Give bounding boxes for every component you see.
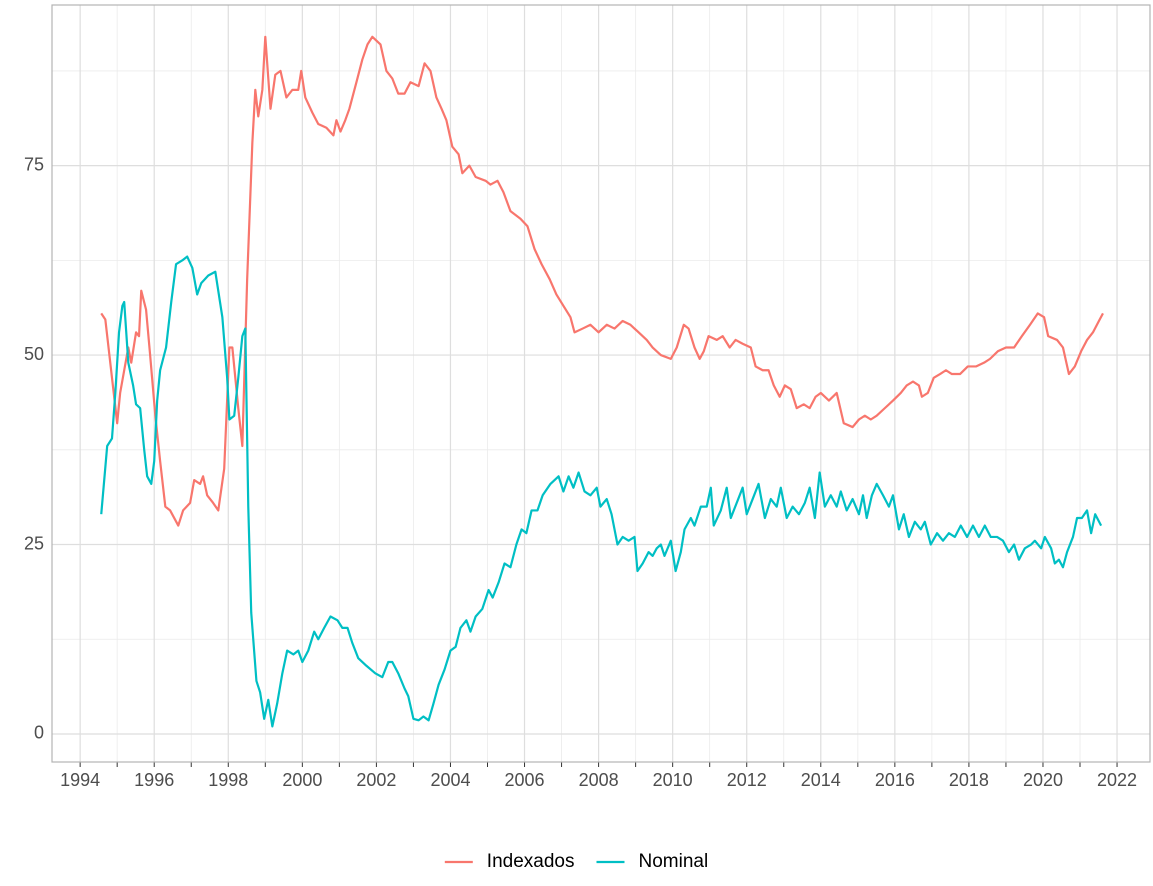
x-tick-label: 2002 [356, 770, 396, 790]
x-tick-label: 2004 [430, 770, 470, 790]
legend-label: Nominal [638, 851, 708, 872]
series-line [100, 255, 1103, 728]
y-tick-label: 50 [24, 344, 44, 364]
x-tick-label: 2022 [1097, 770, 1137, 790]
y-tick-label: 0 [34, 723, 44, 743]
x-tick-label: 2010 [653, 770, 693, 790]
series-line [100, 35, 1104, 527]
x-tick-label: 2014 [801, 770, 841, 790]
x-tick-label: 2016 [875, 770, 915, 790]
legend: Indexados Nominal [444, 851, 708, 872]
x-tick-label: 2008 [579, 770, 619, 790]
x-tick-label: 2006 [505, 770, 545, 790]
y-tick-label: 25 [24, 533, 44, 553]
x-tick-label: 1994 [60, 770, 100, 790]
x-tick-label: 2012 [727, 770, 767, 790]
plot-background [52, 5, 1150, 762]
x-tick-label: 2018 [949, 770, 989, 790]
x-tick-label: 1996 [134, 770, 174, 790]
x-tick-label: 1998 [208, 770, 248, 790]
x-tick-label: 2000 [282, 770, 322, 790]
y-tick-label: 75 [24, 154, 44, 174]
legend-label: Indexados [487, 851, 575, 872]
plot-border [51, 4, 1151, 763]
x-tick-label: 2020 [1023, 770, 1063, 790]
